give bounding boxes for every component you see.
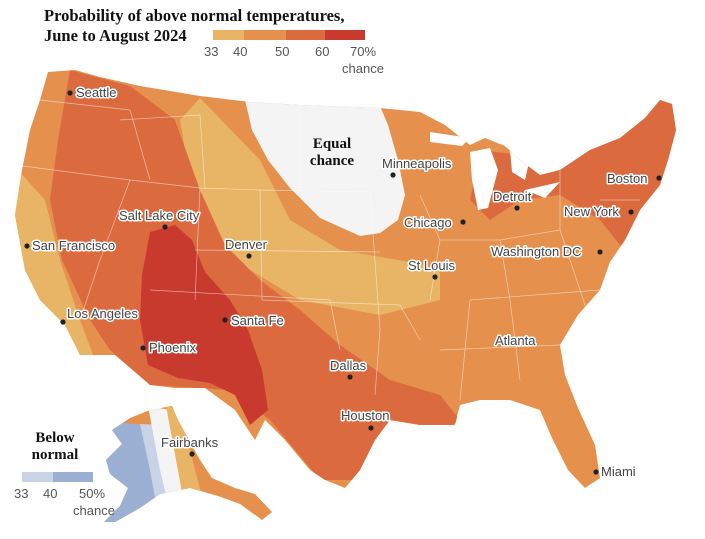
minneapolis-label: Minneapolis [382,156,452,171]
svg-text:Dallas: Dallas [330,358,367,373]
below-tick-50: 50% [79,486,106,501]
legend-swatch-60-70 [325,30,365,40]
svg-text:New York: New York [564,204,619,219]
fairbanks-label: Fairbanks [161,435,219,450]
legend-tick-50: 50 [275,44,290,59]
chicago-dot [460,219,466,225]
miami-label: Miami [601,464,636,479]
detroit-label: Detroit [493,189,532,204]
denver-label: Denver [225,237,268,252]
dallas-label: Dallas [330,358,367,373]
contiguous-us-map [15,70,676,488]
svg-text:Houston: Houston [341,408,389,423]
phoenix-dot [140,345,146,351]
below-swatch-40-50 [53,472,93,482]
legend-swatch-40-50 [244,30,286,40]
svg-text:Minneapolis: Minneapolis [382,156,452,171]
svg-text:Phoenix: Phoenix [149,340,196,355]
seattle-dot [67,90,73,96]
svg-text:Santa Fe: Santa Fe [231,313,284,328]
equal-chance-label: Equal chance [300,136,364,170]
equal-chance-region [245,100,405,236]
houston-dot [368,425,374,431]
san-francisco-label: San Francisco [32,238,115,253]
svg-text:Boston: Boston [607,171,647,186]
fairbanks-dot [189,451,195,457]
legend-title-line1: Probability of above normal temperatures… [44,6,345,25]
santa-fe-dot [222,317,228,323]
legend-swatch-50-60 [286,30,325,40]
city-markers: Seattle Seattle San Francisco San Franci… [24,84,662,481]
seattle-label: Seattle [76,85,116,100]
new-york-dot [628,209,634,215]
below-normal-line1: Below [35,430,75,446]
chicago-label: Chicago [404,215,452,230]
los-angeles-label: Los Angeles [67,306,138,321]
denver-dot [246,253,252,259]
new-york-label: New York [564,204,619,219]
legend-tick-40: 40 [233,44,248,59]
svg-text:Los Angeles: Los Angeles [67,306,138,321]
phoenix-label: Phoenix [149,340,196,355]
st-louis-dot [432,274,438,280]
svg-text:Seattle: Seattle [76,85,116,100]
below-tick-40: 40 [43,486,58,501]
santa-fe-label: Santa Fe [231,313,284,328]
svg-text:St Louis: St Louis [408,258,455,273]
equal-chance-line2: chance [309,153,355,169]
atlanta-label: Atlanta [495,333,536,348]
svg-text:Fairbanks: Fairbanks [161,435,219,450]
below-normal-line2: normal [31,447,79,463]
svg-text:Salt Lake City: Salt Lake City [119,208,200,223]
northwest-60-band [50,70,460,480]
svg-text:Atlanta: Atlanta [495,333,536,348]
equal-chance-line1: Equal [312,136,352,152]
salt-lake-city-label: Salt Lake City [119,208,200,223]
legend-title-line2: June to August 2024 [44,26,187,45]
st-louis-label: St Louis [408,258,455,273]
washington-dc-label: Washington DC [491,244,582,259]
southwest-70-band [140,225,268,425]
legend-unit: chance [342,61,384,76]
svg-text:Detroit: Detroit [493,189,532,204]
svg-text:San Francisco: San Francisco [32,238,115,253]
boston-label: Boston [607,171,647,186]
boston-dot [656,175,662,181]
legend-title: Probability of above normal temperatures… [44,6,344,46]
below-normal-legend-title: Below normal [24,430,86,464]
below-unit: chance [73,503,115,518]
legend-swatch-33-40 [213,30,244,40]
svg-text:Miami: Miami [601,464,636,479]
houston-label: Houston [341,408,389,423]
legend-tick-33: 33 [204,44,219,59]
svg-text:Chicago: Chicago [404,215,452,230]
below-tick-33: 33 [14,486,29,501]
salt-lake-city-dot [162,224,168,230]
detroit-dot [514,205,520,211]
san-francisco-dot [24,243,30,249]
minneapolis-dot [390,172,396,178]
dallas-dot [347,374,353,380]
atlanta-dot [516,337,522,343]
legend-tick-70: 70% [350,44,377,59]
great-lakes-water [430,132,560,210]
legend-tick-60: 60 [315,44,330,59]
svg-text:Washington DC: Washington DC [491,244,582,259]
washington-dc-dot [597,249,603,255]
miami-dot [593,469,599,475]
svg-text:Denver: Denver [225,237,268,252]
below-swatch-33-40 [22,472,53,482]
los-angeles-dot [60,319,66,325]
